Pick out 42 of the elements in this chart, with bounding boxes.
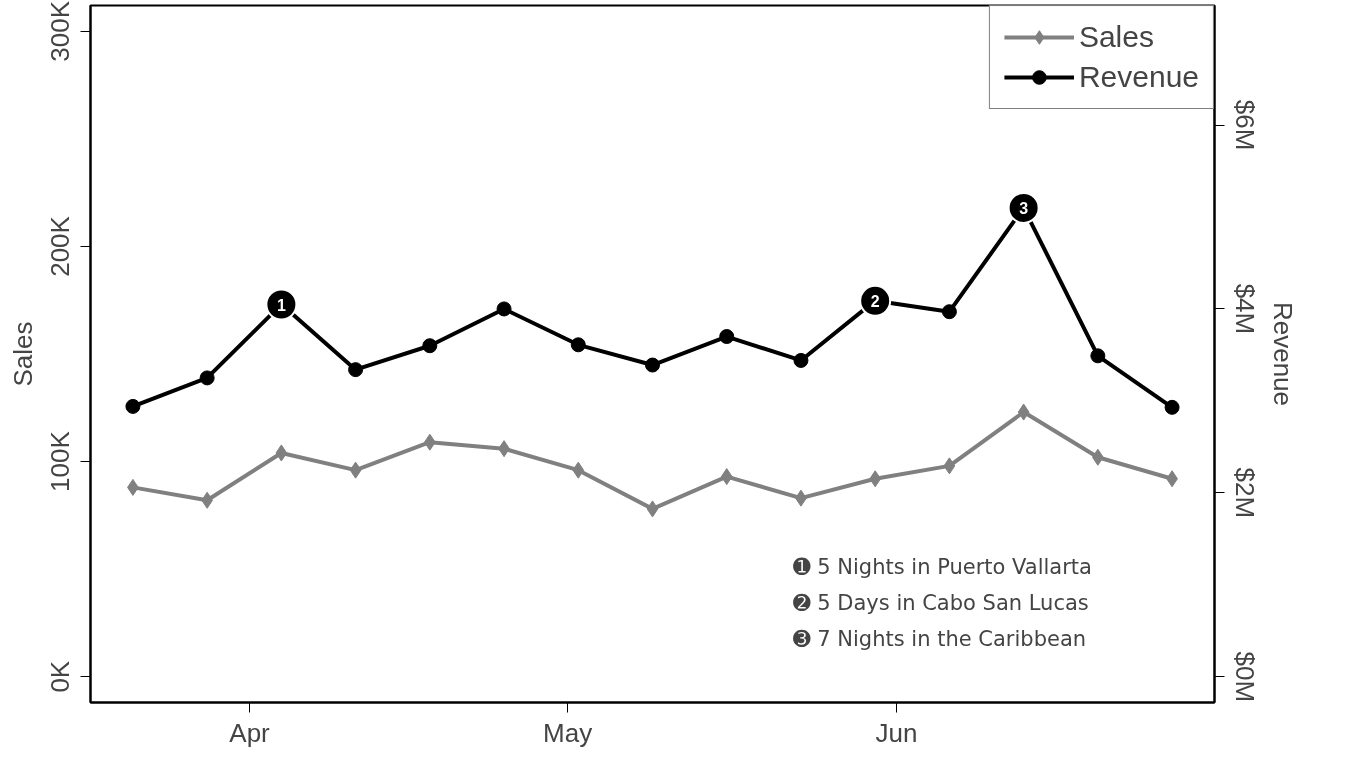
point — [1164, 399, 1180, 415]
y2-axis-title: Revenue — [1267, 301, 1298, 407]
point — [719, 329, 735, 345]
point — [1017, 403, 1030, 421]
point — [423, 433, 436, 451]
annotation: 1 — [276, 296, 286, 314]
x-tick-label: Apr — [229, 717, 271, 748]
y2-tick-label: $2M — [1229, 467, 1260, 519]
point — [943, 457, 956, 475]
annotation: 3 — [1019, 199, 1029, 217]
point — [646, 500, 659, 518]
x-tick-label: Jun — [875, 717, 918, 748]
annotation: 2 — [870, 292, 880, 310]
y-tick-label: 200K — [45, 215, 76, 277]
y2-tick-label: $0M — [1229, 651, 1260, 703]
point — [422, 338, 438, 354]
y-tick-label: 100K — [45, 430, 76, 492]
point — [572, 461, 585, 479]
point — [645, 357, 660, 373]
legend-label: Revenue — [1078, 60, 1199, 94]
y-tick-label: 300K — [45, 0, 76, 62]
point — [720, 468, 733, 486]
point — [793, 352, 809, 368]
annotation: ➌ 7 Nights in the Caribbean — [793, 627, 1087, 652]
point — [348, 362, 364, 378]
legend-label: Sales — [1078, 20, 1154, 54]
point — [570, 337, 586, 353]
y-axis-title: Sales — [7, 321, 38, 387]
point — [869, 470, 882, 488]
annotation: ➋ 5 Days in Cabo San Lucas — [793, 590, 1089, 615]
y-tick-label: 0K — [45, 660, 76, 693]
point — [349, 461, 362, 479]
point — [496, 301, 512, 317]
annotation: ➊ 5 Nights in Puerto Vallarta — [793, 554, 1092, 579]
y2-tick-label: $4M — [1229, 283, 1260, 335]
point — [941, 304, 957, 320]
y2-tick-label: $6M — [1229, 99, 1260, 151]
point — [275, 444, 288, 462]
x-tick-label: May — [543, 717, 593, 748]
point — [199, 370, 215, 386]
point — [1090, 348, 1106, 364]
point — [125, 398, 141, 414]
